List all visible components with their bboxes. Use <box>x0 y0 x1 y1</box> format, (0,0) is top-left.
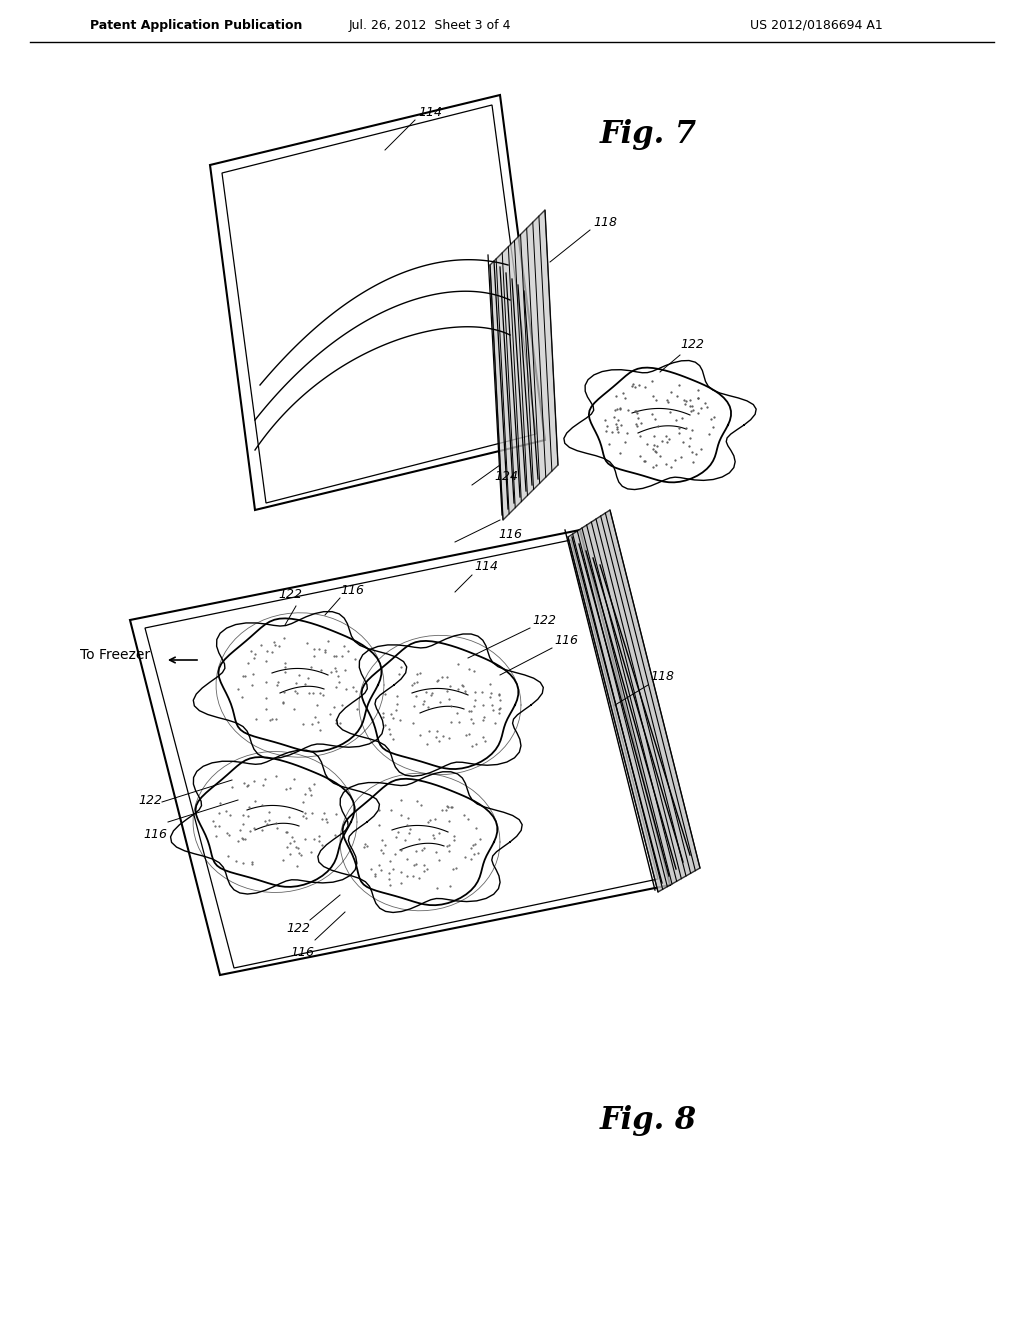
Text: 122: 122 <box>278 587 302 601</box>
Text: Fig. 8: Fig. 8 <box>600 1105 697 1135</box>
Text: Fig. 7: Fig. 7 <box>600 120 697 150</box>
Polygon shape <box>568 510 700 892</box>
Text: 114: 114 <box>418 106 442 119</box>
Text: 122: 122 <box>138 793 162 807</box>
Text: 122: 122 <box>286 921 310 935</box>
Text: 116: 116 <box>554 635 578 648</box>
Text: 114: 114 <box>474 560 498 573</box>
Text: 116: 116 <box>143 828 167 841</box>
Text: Jul. 26, 2012  Sheet 3 of 4: Jul. 26, 2012 Sheet 3 of 4 <box>349 18 511 32</box>
Polygon shape <box>490 210 558 520</box>
Text: To Freezer: To Freezer <box>80 648 151 663</box>
Text: 118: 118 <box>593 215 617 228</box>
Text: 124: 124 <box>494 470 518 483</box>
Text: 116: 116 <box>498 528 522 541</box>
Text: 116: 116 <box>290 945 314 958</box>
Text: Patent Application Publication: Patent Application Publication <box>90 18 302 32</box>
Text: 116: 116 <box>340 583 364 597</box>
Text: 118: 118 <box>650 671 674 684</box>
Text: US 2012/0186694 A1: US 2012/0186694 A1 <box>750 18 883 32</box>
Text: 122: 122 <box>680 338 705 351</box>
Text: 122: 122 <box>532 614 556 627</box>
